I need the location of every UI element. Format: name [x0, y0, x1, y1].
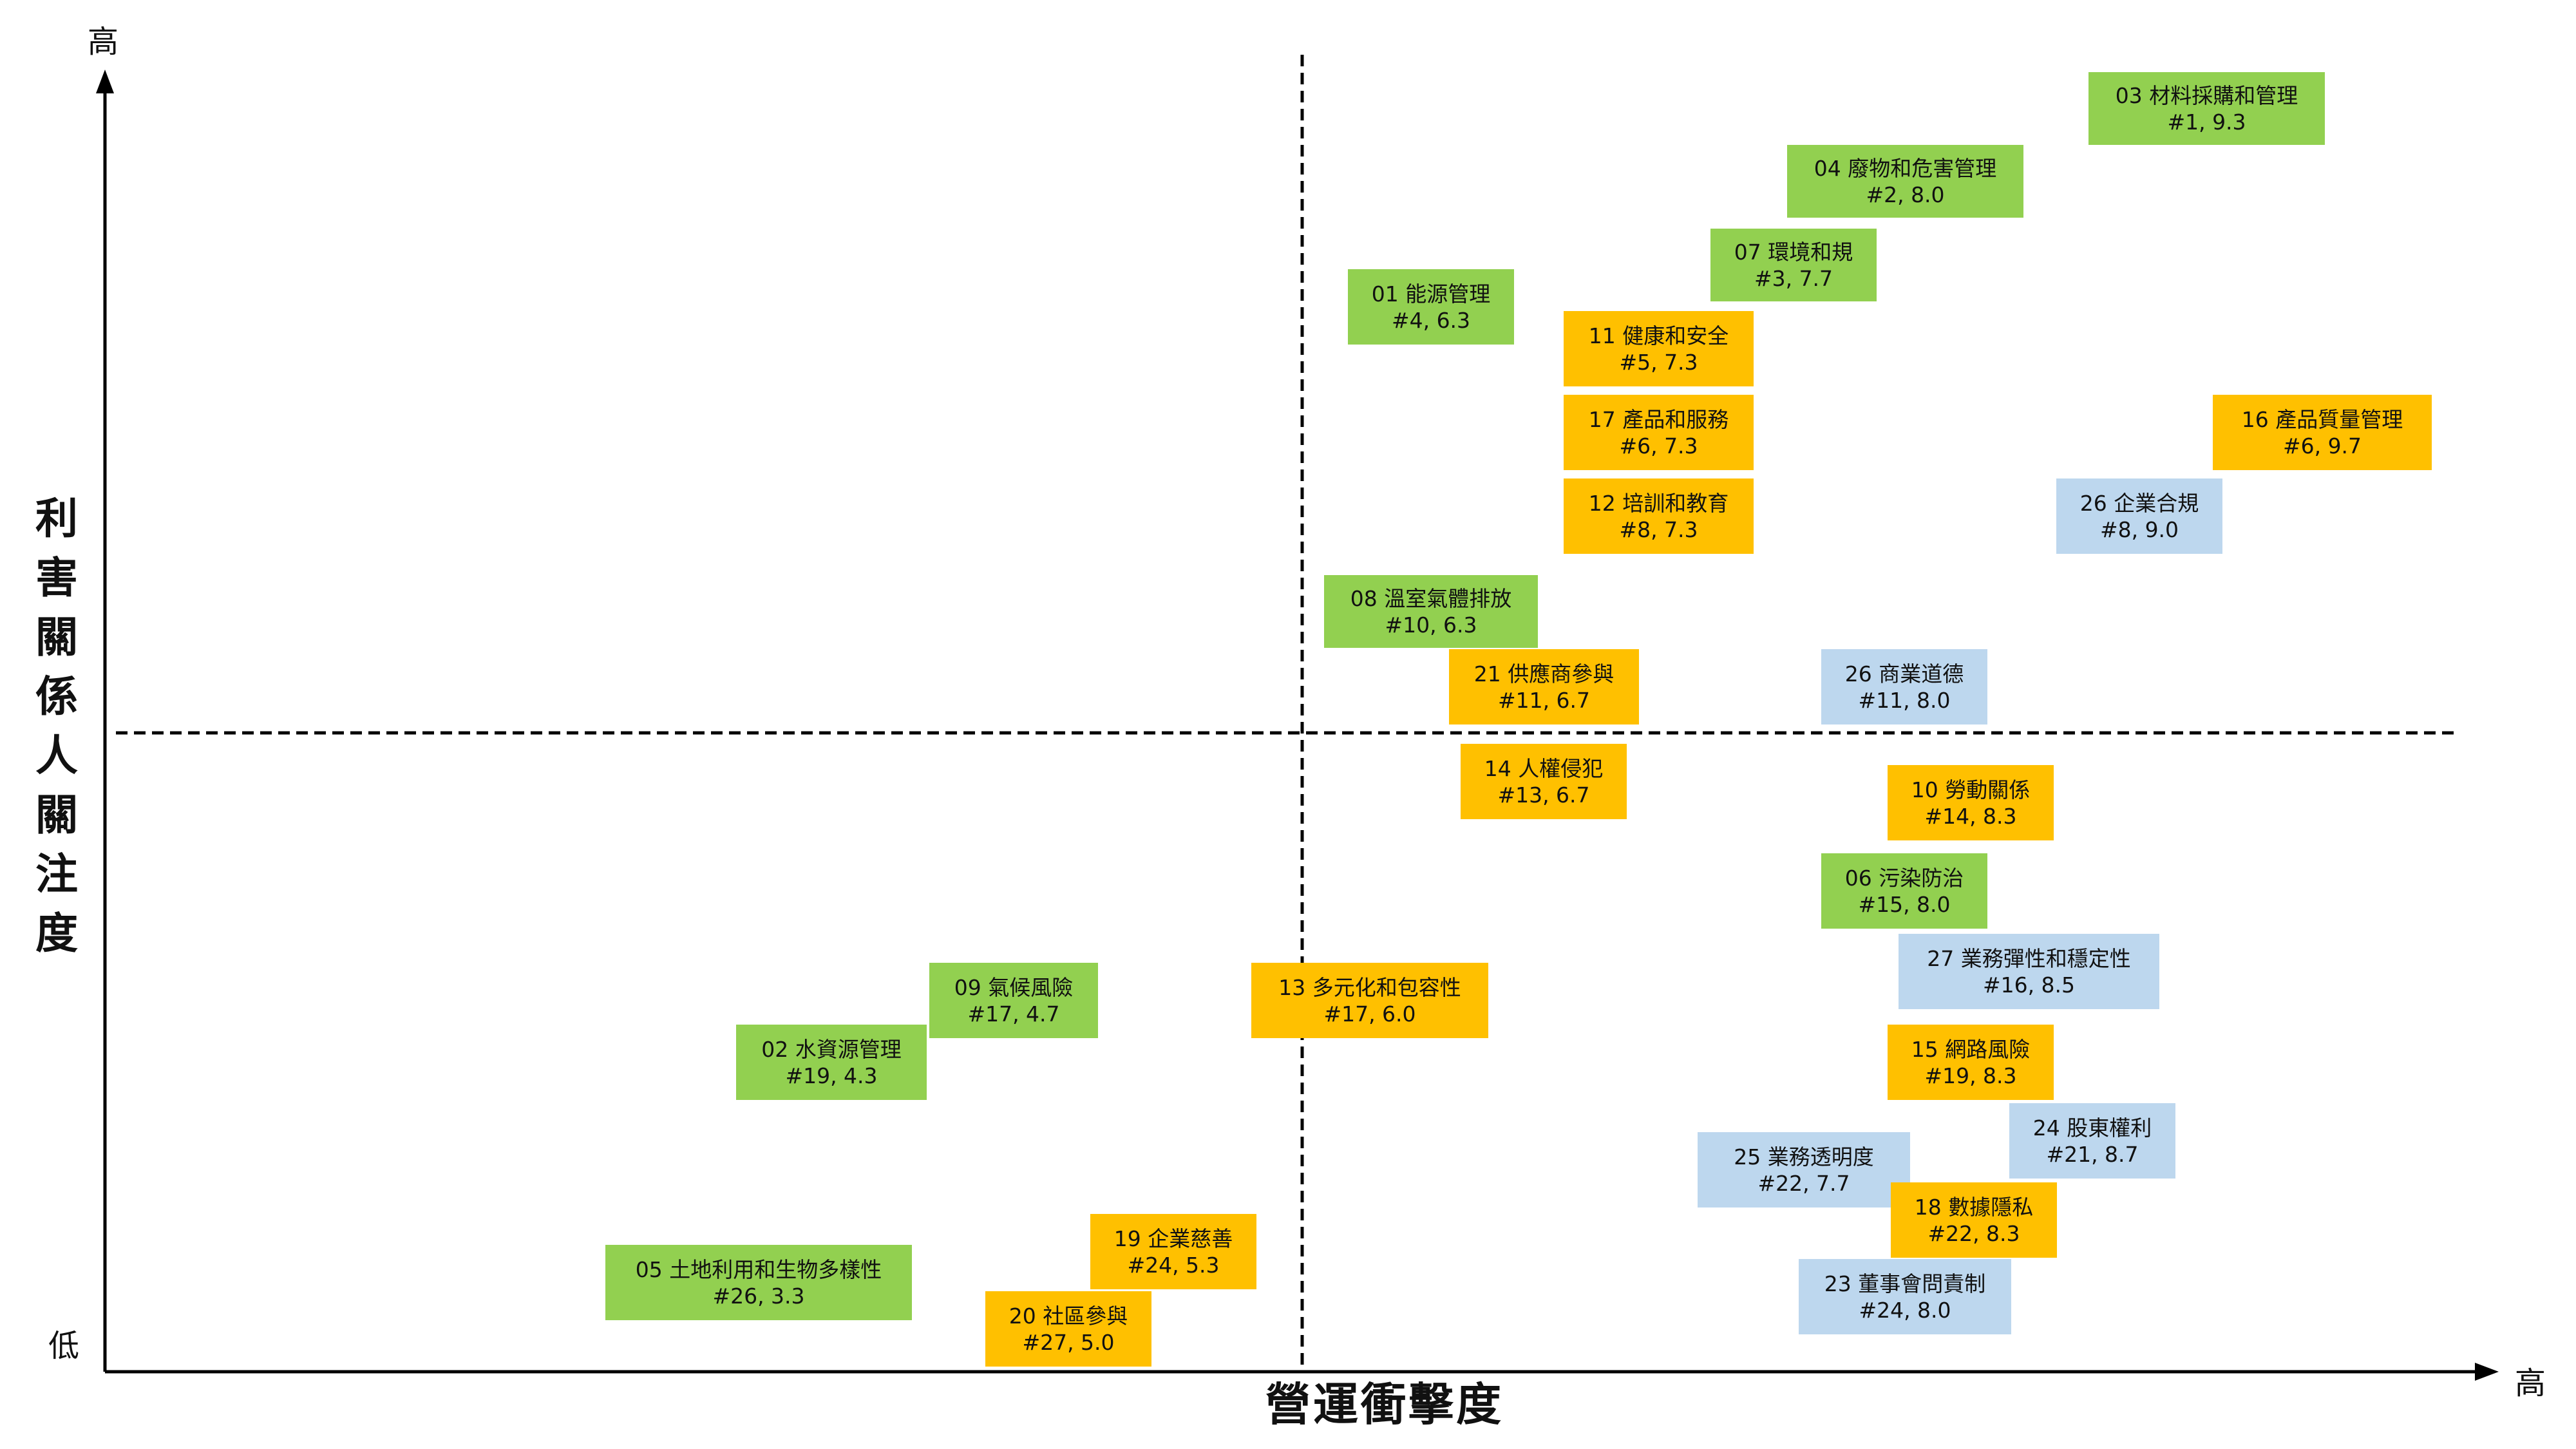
topic-rank-score: #19, 8.3: [1924, 1063, 2017, 1088]
y-axis-high-label: 高: [88, 24, 119, 60]
x-axis-high-label: 高: [2515, 1365, 2546, 1401]
topic-rank-score: #15, 8.0: [1858, 891, 1951, 917]
topic-box-13: 13 多元化和包容性 #17, 6.0: [1251, 963, 1488, 1038]
y-axis-title-char: 注: [35, 849, 78, 899]
y-axis-title-char: 關: [35, 790, 78, 840]
topic-rank-score: #2, 8.0: [1866, 182, 1945, 207]
topic-title: 13 多元化和包容性: [1278, 974, 1461, 1000]
topic-title: 12 培訓和教育: [1588, 490, 1729, 516]
topic-box-08: 08 溫室氣體排放 #10, 6.3: [1324, 575, 1538, 648]
topic-rank-score: #21, 8.7: [2046, 1141, 2139, 1167]
topic-title: 18 數據隱私: [1914, 1194, 2034, 1220]
topic-rank-score: #22, 8.3: [1927, 1220, 2020, 1246]
topic-box-12: 12 培訓和教育 #8, 7.3: [1564, 478, 1754, 554]
topic-box-21: 21 供應商參與 #11, 6.7: [1449, 649, 1639, 724]
topic-rank-score: #26, 3.3: [712, 1283, 805, 1309]
y-axis-title-char: 關: [35, 612, 78, 662]
topic-rank-score: #11, 6.7: [1497, 687, 1591, 713]
topic-rank-score: #8, 7.3: [1619, 516, 1698, 542]
topic-box-16: 16 產品質量管理 #6, 9.7: [2213, 395, 2432, 470]
topic-rank-score: #14, 8.3: [1924, 803, 2017, 829]
topic-box-03: 03 材料採購和管理 #1, 9.3: [2088, 72, 2325, 145]
topic-box-01: 01 能源管理 #4, 6.3: [1348, 269, 1514, 345]
y-axis-title-char: 人: [35, 731, 78, 781]
topic-title: 11 健康和安全: [1588, 323, 1729, 348]
topic-box-23: 23 董事會問責制 #24, 8.0: [1799, 1259, 2011, 1334]
y-axis-title-char: 害: [35, 553, 78, 603]
topic-title: 25 業務透明度: [1734, 1144, 1874, 1170]
topic-title: 01 能源管理: [1371, 281, 1491, 307]
topic-box-11: 11 健康和安全 #5, 7.3: [1564, 311, 1754, 386]
topic-title: 19 企業慈善: [1113, 1226, 1233, 1251]
topic-box-27: 27 業務彈性和穩定性 #16, 8.5: [1899, 934, 2159, 1009]
topic-title: 14 人權侵犯: [1484, 755, 1604, 781]
topic-title: 02 水資源管理: [761, 1036, 902, 1062]
topic-box-19: 19 企業慈善 #24, 5.3: [1090, 1214, 1256, 1289]
topic-title: 15 網路風險: [1911, 1036, 2031, 1062]
topic-title: 03 材料採購和管理: [2115, 82, 2298, 108]
topic-box-04: 04 廢物和危害管理 #2, 8.0: [1787, 145, 2023, 218]
topic-title: 26 商業道德: [1844, 661, 1964, 687]
topic-title: 07 環境和規: [1734, 239, 1853, 265]
topic-rank-score: #13, 6.7: [1497, 782, 1590, 808]
topic-box-02: 02 水資源管理 #19, 4.3: [736, 1025, 927, 1100]
topic-title: 17 產品和服務: [1588, 406, 1729, 432]
topic-box-14: 14 人權侵犯 #13, 6.7: [1461, 744, 1627, 819]
y-axis-title-char: 利: [35, 494, 78, 544]
topic-rank-score: #6, 7.3: [1619, 433, 1698, 459]
topic-rank-score: #17, 6.0: [1323, 1001, 1416, 1027]
topic-rank-score: #17, 4.7: [967, 1001, 1060, 1027]
topic-title: 20 社區參與: [1009, 1303, 1128, 1329]
topic-rank-score: #27, 5.0: [1022, 1329, 1115, 1355]
topic-rank-score: #3, 7.7: [1754, 265, 1833, 291]
topic-box-26-compliance: 26 企業合規 #8, 9.0: [2056, 478, 2222, 554]
y-axis-title-char: 度: [35, 909, 78, 958]
topic-rank-score: #10, 6.3: [1385, 612, 1477, 638]
topic-title: 08 溫室氣體排放: [1350, 585, 1512, 611]
topic-rank-score: #4, 6.3: [1391, 307, 1471, 333]
topic-title: 24 股東權利: [2032, 1115, 2152, 1141]
topic-box-05: 05 土地利用和生物多樣性 #26, 3.3: [605, 1245, 912, 1320]
topic-title: 23 董事會問責制: [1824, 1271, 1986, 1296]
topic-rank-score: #1, 9.3: [2167, 109, 2246, 135]
topic-title: 27 業務彈性和穩定性: [1927, 945, 2131, 971]
topic-title: 06 污染防治: [1844, 865, 1964, 891]
topic-title: 26 企業合規: [2079, 490, 2199, 516]
topic-box-07: 07 環境和規 #3, 7.7: [1710, 229, 1877, 301]
y-axis-title: 利 害 關 係 人 關 注 度: [24, 489, 89, 963]
topic-box-26-ethics: 26 商業道德 #11, 8.0: [1821, 649, 1987, 724]
topic-box-17: 17 產品和服務 #6, 7.3: [1564, 395, 1754, 470]
topic-box-25: 25 業務透明度 #22, 7.7: [1698, 1132, 1910, 1208]
x-axis-arrowhead: [2475, 1363, 2499, 1381]
topic-box-09: 09 氣候風險 #17, 4.7: [929, 963, 1098, 1038]
topic-rank-score: #22, 7.7: [1757, 1170, 1850, 1196]
y-axis-arrowhead: [96, 70, 114, 93]
x-axis-title: 營運衝擊度: [1265, 1378, 1504, 1431]
y-axis-title-char: 係: [35, 672, 78, 721]
topic-box-18: 18 數據隱私 #22, 8.3: [1891, 1182, 2057, 1258]
topic-box-15: 15 網路風險 #19, 8.3: [1888, 1025, 2054, 1100]
topic-box-24: 24 股東權利 #21, 8.7: [2009, 1103, 2175, 1179]
topic-rank-score: #5, 7.3: [1619, 349, 1698, 375]
topic-title: 09 氣候風險: [954, 974, 1074, 1000]
y-axis-low-label: 低: [48, 1328, 80, 1364]
topic-title: 10 勞動關係: [1911, 777, 2031, 802]
topic-box-10: 10 勞動關係 #14, 8.3: [1888, 765, 2054, 840]
topic-title: 05 土地利用和生物多樣性: [635, 1256, 882, 1282]
topic-box-06: 06 污染防治 #15, 8.0: [1821, 853, 1987, 929]
topic-rank-score: #6, 9.7: [2282, 433, 2362, 459]
topic-title: 04 廢物和危害管理: [1814, 155, 1997, 181]
topic-box-20: 20 社區參與 #27, 5.0: [985, 1291, 1151, 1367]
topic-rank-score: #19, 4.3: [785, 1063, 878, 1088]
topic-rank-score: #8, 9.0: [2099, 516, 2179, 542]
topic-rank-score: #11, 8.0: [1858, 687, 1951, 713]
topic-rank-score: #24, 8.0: [1859, 1297, 1951, 1323]
topic-rank-score: #24, 5.3: [1127, 1252, 1220, 1278]
topic-title: 16 產品質量管理: [2241, 406, 2403, 432]
topic-title: 21 供應商參與: [1473, 661, 1615, 687]
topic-rank-score: #16, 8.5: [1982, 972, 2076, 998]
